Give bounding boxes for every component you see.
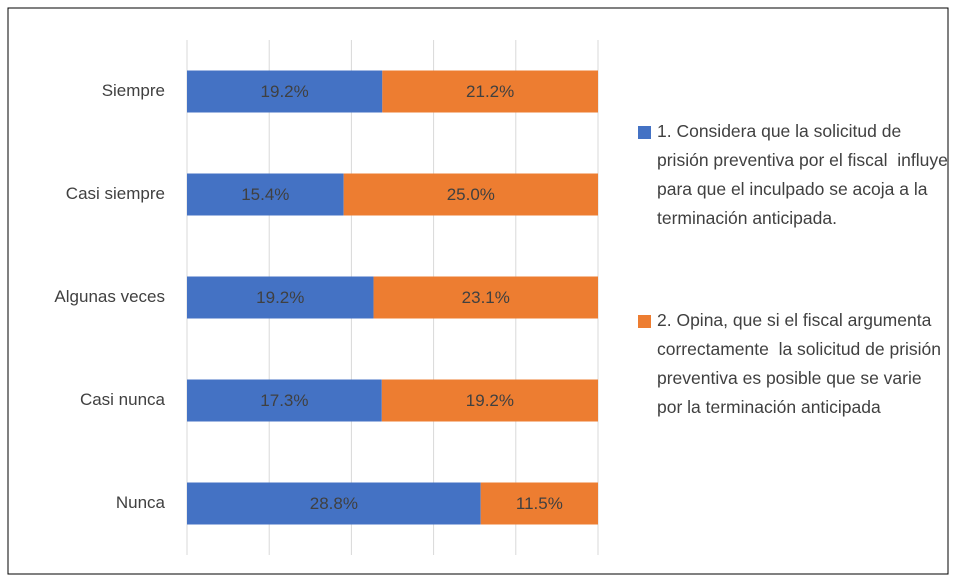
data-label: 21.2% <box>466 82 514 101</box>
legend-label: 2. Opina, que si el fiscal argumenta cor… <box>657 310 946 417</box>
legend-item: 1. Considera que la solicitud de prisión… <box>638 117 948 233</box>
bar-segment <box>187 276 374 319</box>
y-tick-label: Casi nunca <box>80 390 166 409</box>
data-label: 11.5% <box>516 494 563 513</box>
bar-segment <box>187 70 383 113</box>
frame <box>7 7 949 575</box>
y-tick-label: Siempre <box>102 81 165 100</box>
data-label: 23.1% <box>462 288 510 307</box>
data-label: 19.2% <box>261 82 309 101</box>
data-label: 28.8% <box>310 494 358 513</box>
bar-segment <box>187 379 382 422</box>
legend-swatch <box>638 126 651 139</box>
y-tick-label: Casi siempre <box>66 184 165 203</box>
bar-segment <box>382 70 598 113</box>
bar-segment <box>373 276 598 319</box>
legend-swatch <box>638 315 651 328</box>
bar-segment <box>187 482 481 525</box>
bar-segment <box>381 379 598 422</box>
bar-segment <box>187 173 344 216</box>
data-label: 19.2% <box>466 391 514 410</box>
data-label: 25.0% <box>447 185 495 204</box>
legend: 1. Considera que la solicitud de prisión… <box>638 0 948 582</box>
data-label: 15.4% <box>241 185 289 204</box>
bar-segment <box>343 173 598 216</box>
data-label: 17.3% <box>260 391 308 410</box>
y-tick-label: Algunas veces <box>54 287 165 306</box>
data-label: 19.2% <box>256 288 304 307</box>
legend-label: 1. Considera que la solicitud de prisión… <box>657 121 953 228</box>
bar-segment <box>480 482 598 525</box>
legend-item: 2. Opina, que si el fiscal argumenta cor… <box>638 306 948 422</box>
y-tick-label: Nunca <box>116 493 166 512</box>
